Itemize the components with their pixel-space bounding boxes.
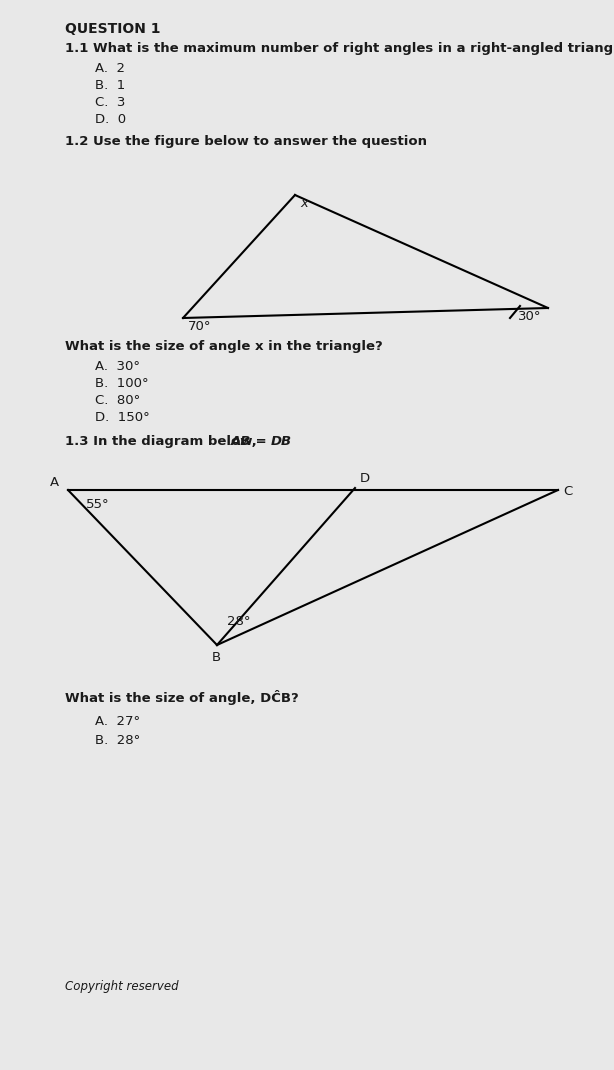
- Text: 70°: 70°: [188, 320, 211, 333]
- Text: A: A: [50, 476, 59, 489]
- Text: A.  27°: A. 27°: [95, 715, 140, 728]
- Text: D: D: [360, 472, 370, 485]
- Text: QUESTION 1: QUESTION 1: [65, 22, 160, 36]
- Text: =: =: [251, 435, 271, 448]
- Text: 1.1 What is the maximum number of right angles in a right-angled triangle?: 1.1 What is the maximum number of right …: [65, 42, 614, 55]
- Text: 1.2 Use the figure below to answer the question: 1.2 Use the figure below to answer the q…: [65, 135, 427, 148]
- Text: C: C: [563, 485, 572, 498]
- Text: B.  28°: B. 28°: [95, 734, 140, 747]
- Text: Copyright reserved: Copyright reserved: [65, 980, 179, 993]
- Text: A.  30°: A. 30°: [95, 360, 140, 373]
- Text: B.  100°: B. 100°: [95, 377, 149, 389]
- Text: What is the size of angle, DĈB?: What is the size of angle, DĈB?: [65, 690, 299, 705]
- Text: C.  80°: C. 80°: [95, 394, 140, 407]
- Text: A.  2: A. 2: [95, 62, 125, 75]
- Text: B.  1: B. 1: [95, 79, 125, 92]
- Text: 1.3 In the diagram below,: 1.3 In the diagram below,: [65, 435, 262, 448]
- Text: 55°: 55°: [86, 498, 110, 511]
- Text: 30°: 30°: [518, 310, 542, 323]
- Text: D.  150°: D. 150°: [95, 411, 150, 424]
- Text: 28°: 28°: [227, 615, 251, 628]
- Text: AB: AB: [231, 435, 251, 448]
- Text: x: x: [300, 197, 308, 210]
- Text: C.  3: C. 3: [95, 96, 125, 109]
- Text: D.  0: D. 0: [95, 113, 126, 126]
- Text: What is the size of angle x in the triangle?: What is the size of angle x in the trian…: [65, 340, 383, 353]
- Text: B: B: [212, 651, 221, 664]
- Text: DB: DB: [271, 435, 292, 448]
